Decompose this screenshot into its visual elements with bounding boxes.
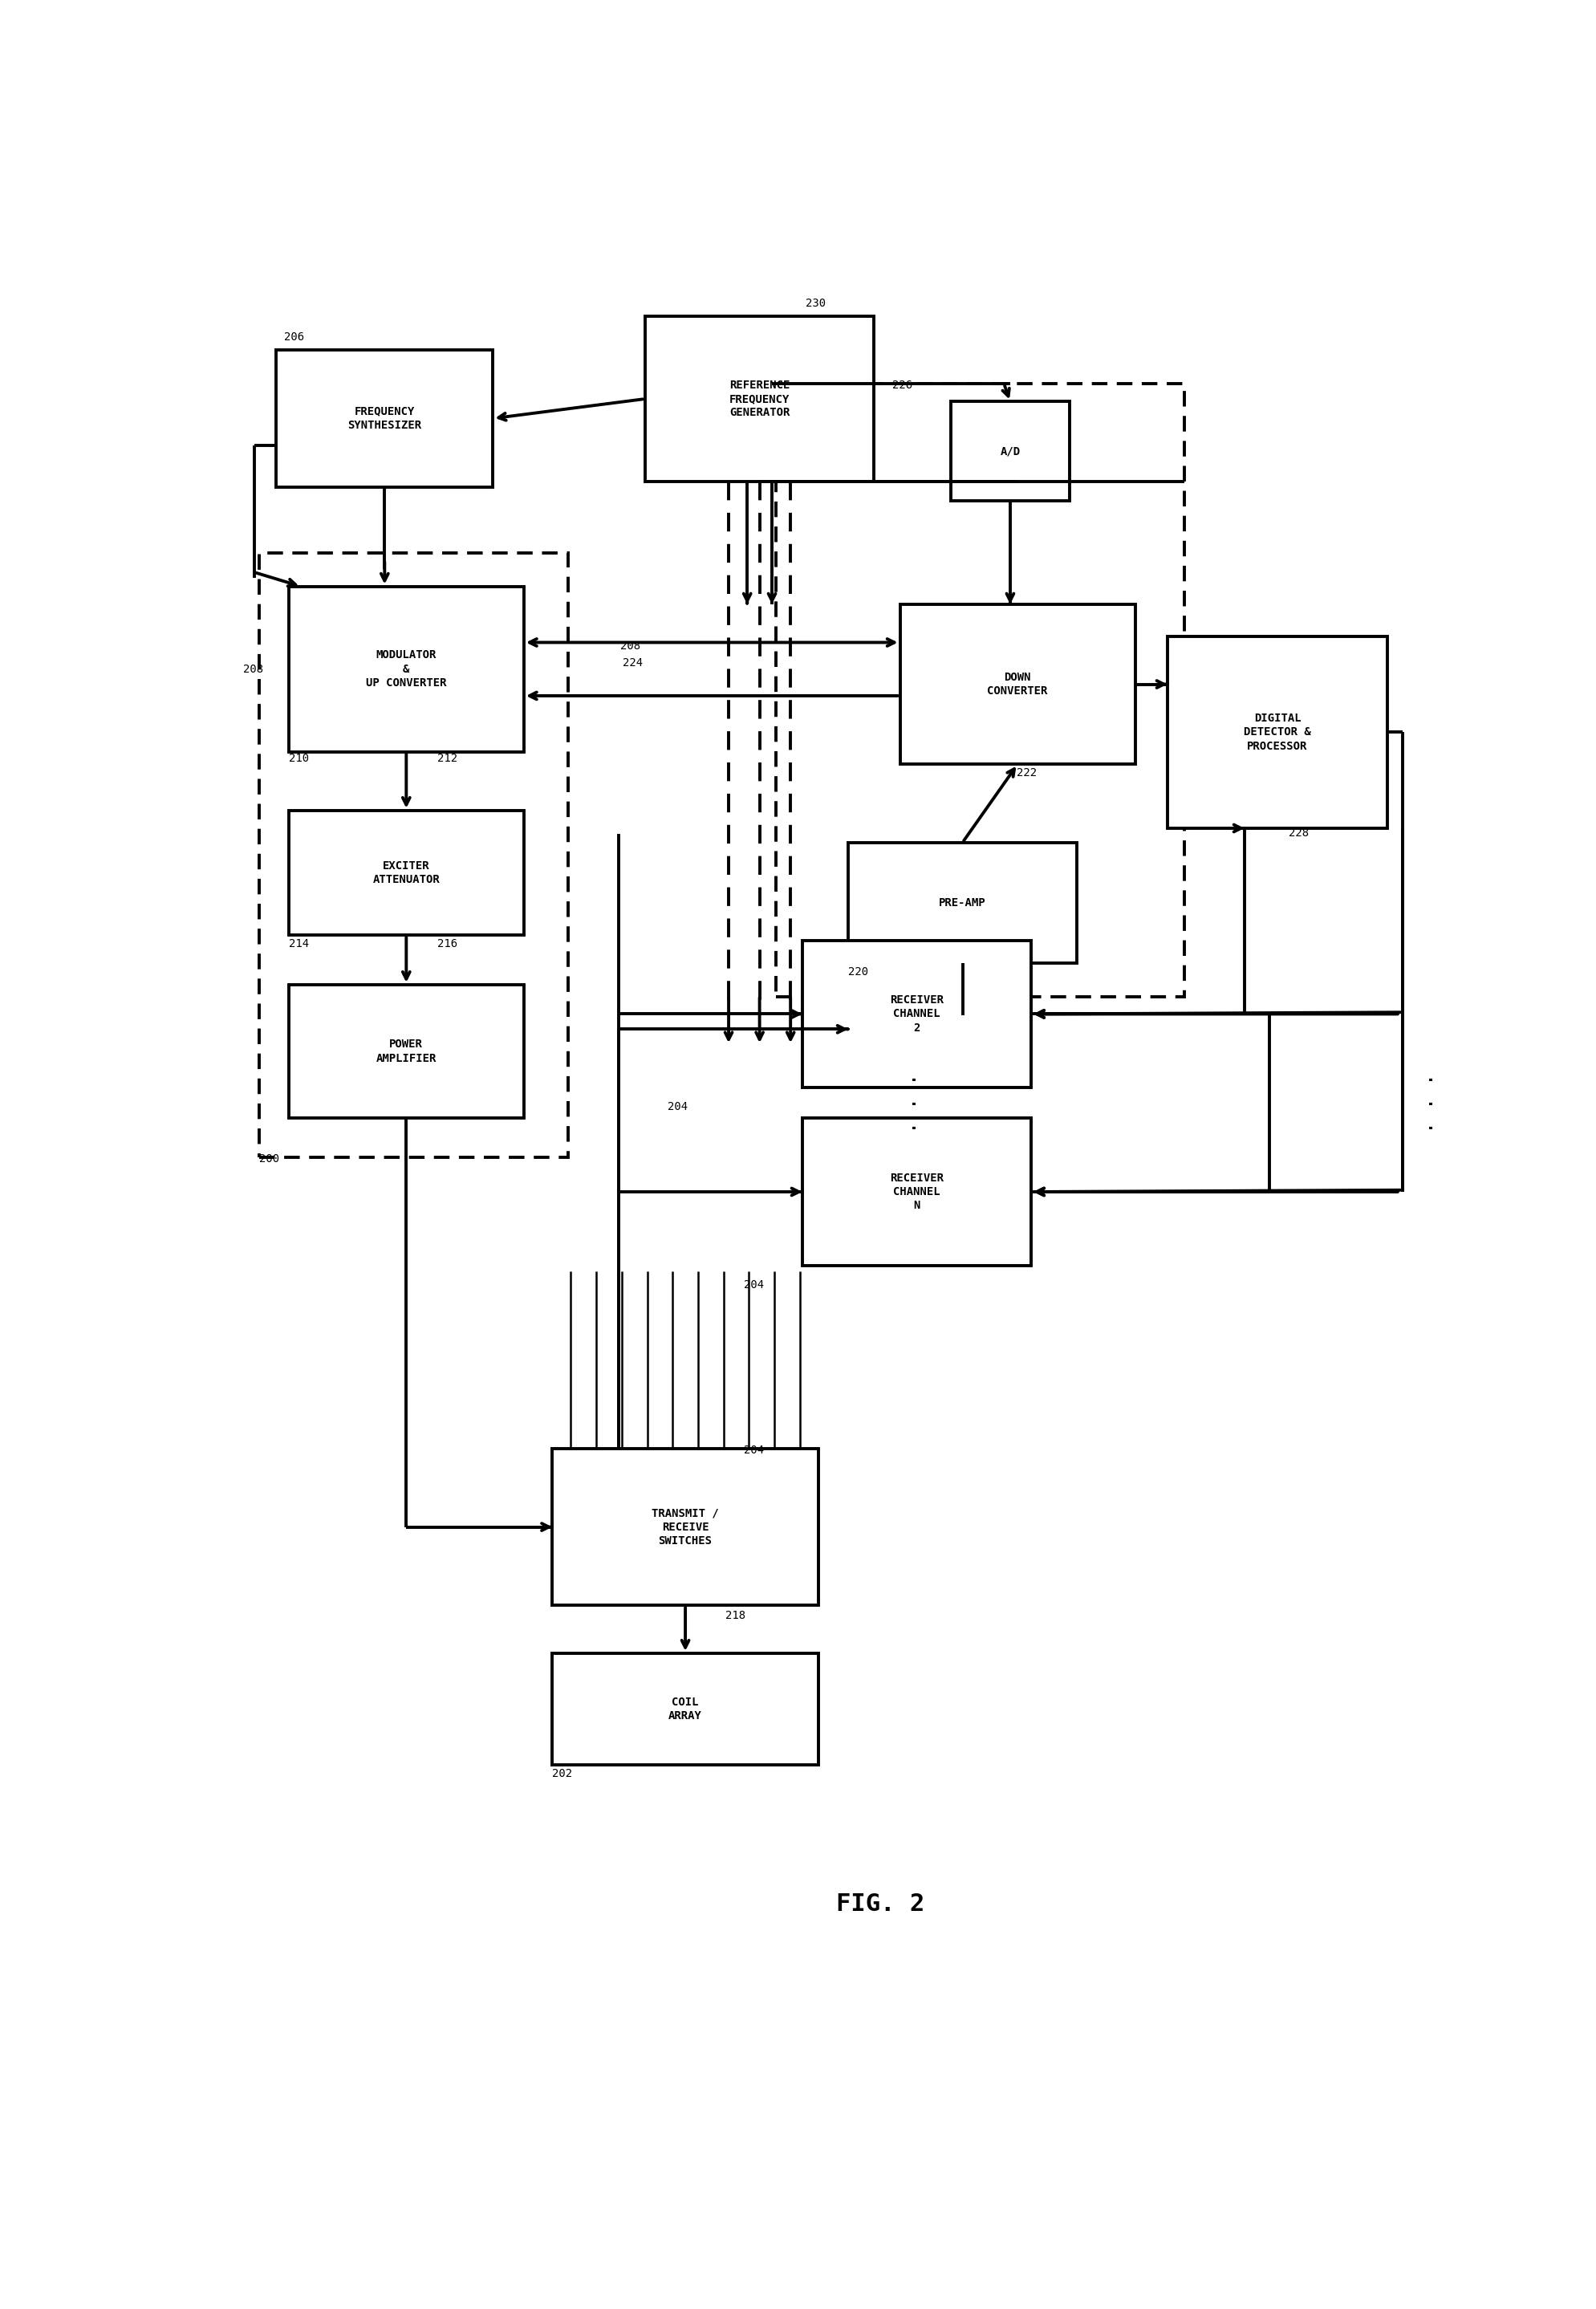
Text: 206: 206: [284, 332, 303, 342]
Text: 224: 224: [622, 658, 643, 667]
FancyBboxPatch shape: [289, 586, 523, 753]
FancyBboxPatch shape: [645, 316, 873, 483]
Text: 214: 214: [289, 937, 308, 949]
Text: DIGITAL
DETECTOR &
PROCESSOR: DIGITAL DETECTOR & PROCESSOR: [1243, 713, 1310, 753]
FancyBboxPatch shape: [289, 810, 523, 935]
Text: REFERENCE
FREQUENCY
GENERATOR: REFERENCE FREQUENCY GENERATOR: [729, 379, 790, 418]
Text: 218: 218: [725, 1609, 745, 1621]
FancyBboxPatch shape: [900, 605, 1135, 764]
Text: 230: 230: [806, 298, 825, 309]
Text: DOWN
CONVERTER: DOWN CONVERTER: [986, 672, 1047, 697]
Text: RECEIVER
CHANNEL
N: RECEIVER CHANNEL N: [889, 1173, 943, 1212]
Text: · · ·: · · ·: [907, 1074, 926, 1134]
FancyBboxPatch shape: [276, 351, 493, 487]
Text: 226: 226: [892, 379, 913, 390]
Text: RECEIVER
CHANNEL
2: RECEIVER CHANNEL 2: [889, 995, 943, 1034]
Text: POWER
AMPLIFIER: POWER AMPLIFIER: [375, 1039, 436, 1064]
Text: A/D: A/D: [999, 446, 1020, 457]
Text: 216: 216: [437, 937, 456, 949]
Text: MODULATOR
&
UP CONVERTER: MODULATOR & UP CONVERTER: [365, 649, 447, 688]
Text: TRANSMIT /
RECEIVE
SWITCHES: TRANSMIT / RECEIVE SWITCHES: [651, 1508, 718, 1547]
FancyBboxPatch shape: [847, 843, 1076, 963]
Text: COIL
ARRAY: COIL ARRAY: [669, 1697, 702, 1723]
Text: 204: 204: [744, 1279, 764, 1291]
Text: 222: 222: [1015, 767, 1036, 778]
FancyBboxPatch shape: [801, 940, 1031, 1088]
Text: 220: 220: [847, 967, 868, 977]
Text: 204: 204: [744, 1445, 764, 1457]
Text: FIG. 2: FIG. 2: [836, 1893, 924, 1916]
Text: · · ·: · · ·: [1424, 1074, 1443, 1134]
FancyBboxPatch shape: [801, 1118, 1031, 1265]
Text: 208: 208: [621, 640, 640, 651]
Text: 208: 208: [243, 665, 263, 674]
Text: 212: 212: [437, 753, 456, 764]
Text: 200: 200: [259, 1152, 279, 1164]
Text: FREQUENCY
SYNTHESIZER: FREQUENCY SYNTHESIZER: [348, 406, 421, 432]
FancyBboxPatch shape: [552, 1448, 817, 1605]
FancyBboxPatch shape: [289, 984, 523, 1118]
Text: EXCITER
ATTENUATOR: EXCITER ATTENUATOR: [372, 861, 439, 884]
FancyBboxPatch shape: [950, 402, 1069, 501]
FancyBboxPatch shape: [1167, 637, 1387, 829]
Text: PRE-AMP: PRE-AMP: [938, 898, 986, 907]
FancyBboxPatch shape: [552, 1653, 817, 1764]
Text: 228: 228: [1288, 827, 1309, 838]
Text: 204: 204: [667, 1101, 688, 1113]
Text: 210: 210: [289, 753, 308, 764]
Text: 202: 202: [552, 1769, 573, 1780]
